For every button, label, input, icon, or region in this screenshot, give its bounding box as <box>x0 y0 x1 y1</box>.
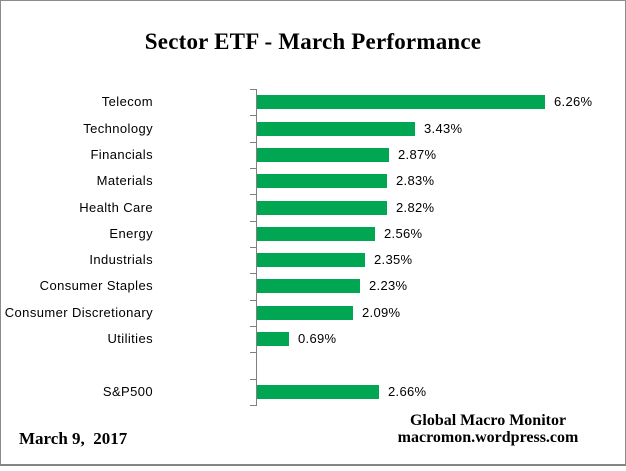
footer-date: March 9, 2017 <box>19 429 128 448</box>
value-label: 2.35% <box>374 252 413 267</box>
value-label: 2.83% <box>396 173 435 188</box>
axis-tick <box>250 89 257 90</box>
footer-source: Global Macro Monitor macromon.wordpress.… <box>338 412 626 446</box>
category-label: Consumer Staples <box>39 278 153 293</box>
value-label: 2.09% <box>362 305 401 320</box>
category-label: Telecom <box>101 94 153 109</box>
value-label: 2.56% <box>384 226 423 241</box>
bar <box>257 201 387 215</box>
axis-tick <box>250 379 257 380</box>
bar <box>257 253 365 267</box>
value-label: 2.82% <box>396 200 435 215</box>
bar <box>257 332 289 346</box>
category-label: Consumer Discretionary <box>4 305 153 320</box>
footer-source-url: macromon.wordpress.com <box>397 429 579 446</box>
value-label: 2.23% <box>369 278 408 293</box>
axis-tick <box>250 194 257 195</box>
bar <box>257 95 545 109</box>
bar <box>257 279 360 293</box>
bar <box>257 122 415 136</box>
value-label: 0.69% <box>298 331 337 346</box>
value-label: 2.66% <box>388 384 427 399</box>
category-label: Industrials <box>89 252 153 267</box>
axis-tick <box>250 142 257 143</box>
value-label: 2.87% <box>398 147 437 162</box>
axis-tick <box>250 300 257 301</box>
chart-title: Sector ETF - March Performance <box>144 29 482 54</box>
axis-tick <box>250 115 257 116</box>
axis-tick <box>250 326 257 327</box>
category-label: Financials <box>90 147 153 162</box>
category-label: Technology <box>83 121 153 136</box>
axis-tick <box>250 247 257 248</box>
bar <box>257 148 389 162</box>
value-label: 3.43% <box>424 121 463 136</box>
category-label: S&P500 <box>102 384 153 399</box>
plot-area: Telecom 6.26% Technology 3.43% Financials 2.8… <box>1 89 625 406</box>
category-label: Utilities <box>107 331 153 346</box>
category-label: Materials <box>96 173 153 188</box>
category-label: Energy <box>109 226 153 241</box>
bar <box>257 385 379 399</box>
value-label: 6.26% <box>554 94 593 109</box>
axis-tick <box>250 168 257 169</box>
category-label: Health Care <box>79 200 153 215</box>
axis-tick <box>250 273 257 274</box>
bar <box>257 227 375 241</box>
bar <box>257 174 387 188</box>
axis-tick <box>250 221 257 222</box>
footer-source-name: Global Macro Monitor <box>409 412 567 429</box>
axis-tick <box>250 352 257 353</box>
axis-tick <box>250 405 257 406</box>
bar <box>257 306 353 320</box>
